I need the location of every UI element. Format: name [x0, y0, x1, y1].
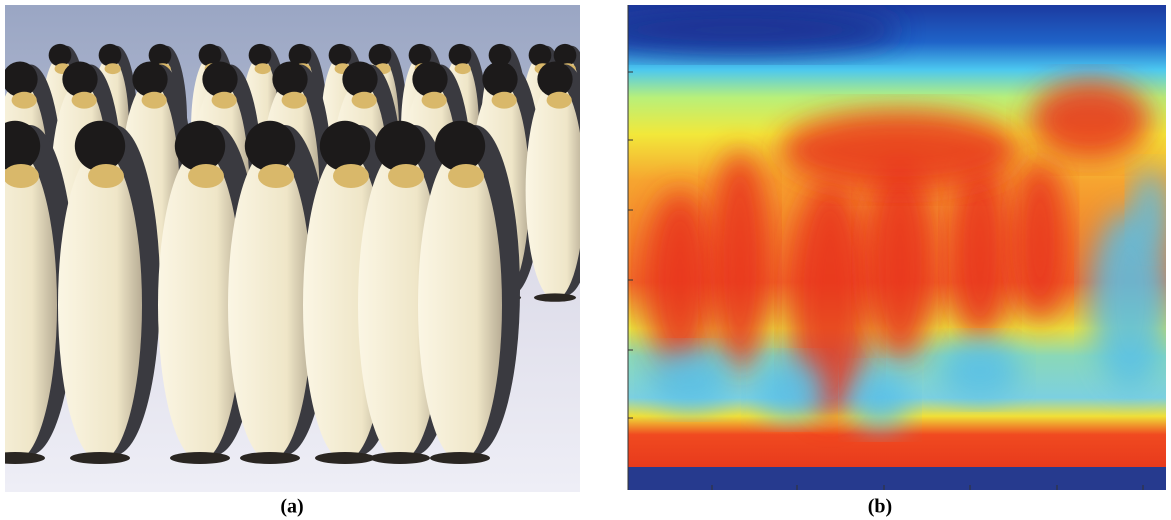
penguin-feet	[70, 452, 130, 464]
penguin-head	[132, 61, 168, 97]
penguin-belly	[228, 149, 312, 461]
penguin-head	[174, 120, 226, 172]
penguin-feet	[170, 452, 230, 464]
penguin-neck	[11, 91, 37, 109]
penguin-neck	[333, 164, 369, 188]
penguin-head	[244, 120, 296, 172]
penguin-neck	[281, 91, 307, 109]
penguin-neck	[5, 164, 39, 188]
penguin-neck	[454, 63, 471, 75]
penguin-neck	[188, 164, 224, 188]
penguin-head	[342, 61, 378, 97]
heat-blob	[780, 110, 1020, 190]
heat-blob	[1012, 160, 1068, 320]
caption-b: (b)	[868, 496, 892, 518]
penguin-head	[98, 43, 122, 67]
heatmap-band	[628, 467, 1166, 490]
penguin-head	[374, 120, 426, 172]
penguin-head	[248, 43, 272, 67]
penguin-feet	[5, 452, 45, 464]
heat-blob	[850, 370, 910, 430]
penguin-head	[537, 61, 573, 97]
heat-blob	[645, 190, 715, 370]
penguin-feet	[370, 452, 430, 464]
penguin-neck	[88, 164, 124, 188]
penguin	[525, 61, 580, 302]
penguin-belly	[418, 149, 502, 461]
penguin-head	[74, 120, 126, 172]
penguin-head	[408, 43, 432, 67]
penguin-head	[482, 61, 518, 97]
heat-blob	[950, 160, 1010, 340]
penguin-belly	[58, 149, 142, 461]
penguin-neck	[104, 63, 121, 75]
penguin-head	[62, 61, 98, 97]
heat-blob	[790, 180, 870, 420]
heat-blob	[1030, 80, 1150, 160]
heat-blob	[710, 150, 770, 370]
heat-blob	[1090, 210, 1166, 390]
penguin-belly	[358, 149, 442, 461]
penguin-feet	[430, 452, 490, 464]
penguin-neck	[388, 164, 424, 188]
penguin-head	[434, 120, 486, 172]
penguin-head	[5, 120, 41, 172]
penguin-head	[202, 61, 238, 97]
penguin	[418, 120, 520, 464]
penguin-neck	[258, 164, 294, 188]
penguin-head	[288, 43, 312, 67]
heat-blob	[650, 350, 730, 410]
penguin-belly	[158, 149, 242, 461]
heat-blob	[1132, 170, 1166, 250]
penguin-head	[328, 43, 352, 67]
heatmap	[628, 5, 1166, 467]
penguin-head	[448, 43, 472, 67]
penguin-head	[412, 61, 448, 97]
heat-blob	[628, 5, 900, 55]
caption-a: (a)	[280, 496, 303, 518]
penguin	[58, 120, 160, 464]
heat-blob	[755, 360, 825, 420]
penguin-head	[148, 43, 172, 67]
penguin-head	[488, 43, 512, 67]
penguin-feet	[534, 293, 576, 302]
penguin-belly	[5, 149, 57, 461]
penguin-neck	[351, 91, 377, 109]
penguin-head	[368, 43, 392, 67]
penguin-neck	[546, 91, 572, 109]
penguin-feet	[315, 452, 375, 464]
penguin-head	[5, 61, 38, 97]
penguin-neck	[421, 91, 447, 109]
penguin-head	[48, 43, 72, 67]
penguin-neck	[71, 91, 97, 109]
heat-blob	[940, 340, 1020, 400]
penguin-neck	[141, 91, 167, 109]
penguin-head	[319, 120, 371, 172]
penguin-photo	[5, 5, 580, 492]
penguin-belly	[525, 81, 580, 300]
penguin-neck	[448, 164, 484, 188]
penguin-head	[528, 43, 552, 67]
penguin-head	[272, 61, 308, 97]
penguin-head	[198, 43, 222, 67]
penguin-head	[553, 43, 577, 67]
penguin-neck	[491, 91, 517, 109]
axis-ticks	[627, 5, 1144, 490]
heat-blob	[865, 160, 935, 360]
penguin-neck	[211, 91, 237, 109]
penguin-neck	[254, 63, 271, 75]
penguin	[5, 120, 75, 464]
penguin-feet	[240, 452, 300, 464]
